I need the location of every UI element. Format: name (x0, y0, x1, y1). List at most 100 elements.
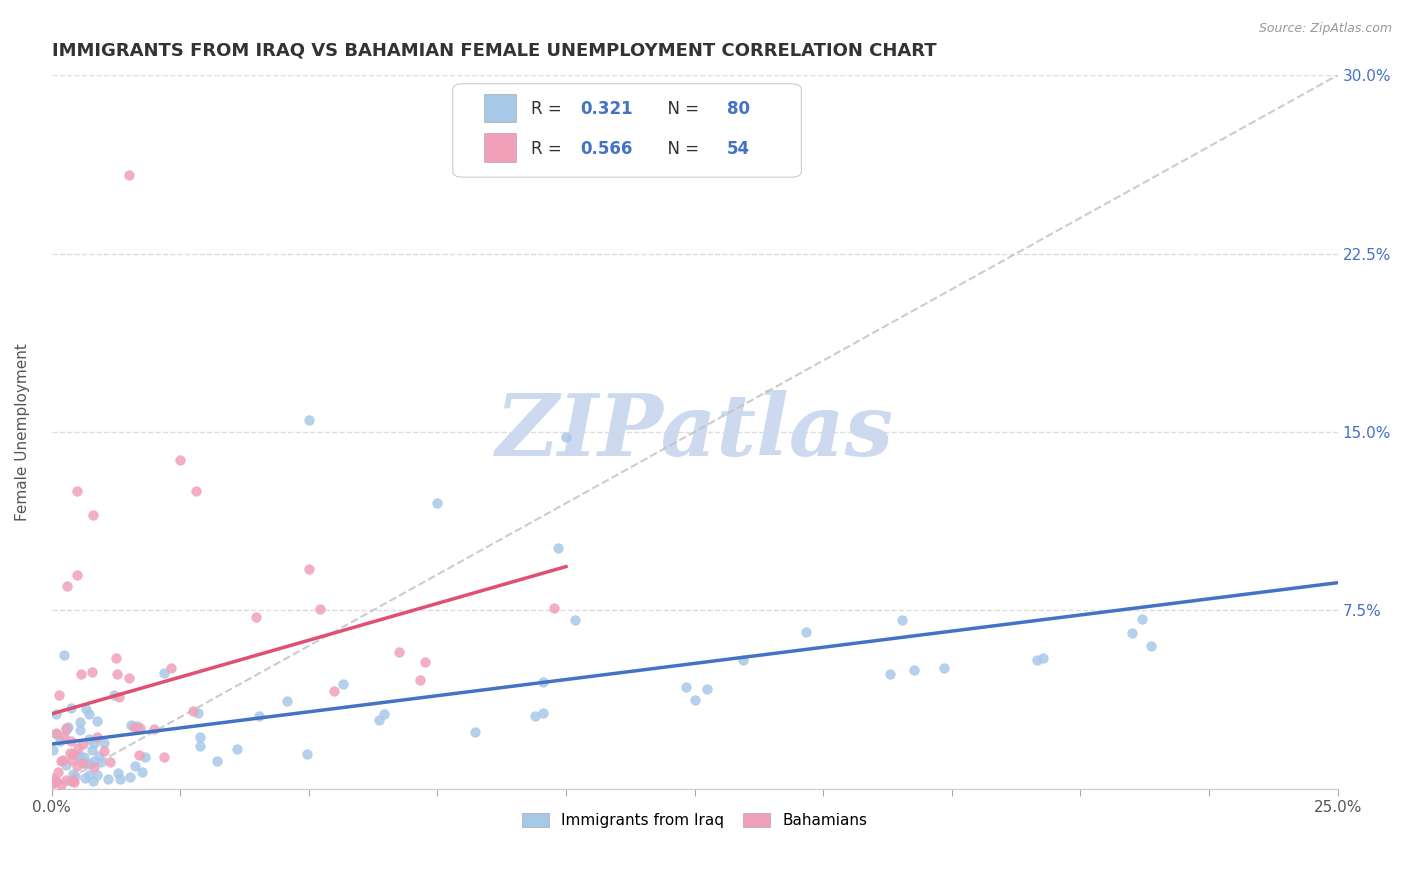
Point (98, 755, 121, 769)
Point (143, 723, 166, 737)
Point (45, 725, 67, 739)
Point (188, 739, 211, 754)
Point (879, 666, 901, 681)
Point (82, 774, 104, 789)
Y-axis label: Female Unemployment: Female Unemployment (15, 343, 30, 521)
Point (67, 747, 90, 762)
Point (1032, 651, 1054, 665)
Point (426, 496, 449, 510)
Point (60, 753, 83, 767)
Point (122, 720, 145, 734)
Text: 0.321: 0.321 (581, 101, 633, 119)
Point (169, 453, 191, 467)
Point (77, 767, 100, 781)
Text: 80: 80 (727, 101, 749, 119)
Point (42, 743, 65, 757)
Point (298, 413, 321, 427)
Point (120, 718, 142, 732)
Point (66, 484, 89, 499)
Point (184, 484, 207, 499)
Point (295, 747, 318, 762)
Point (332, 677, 354, 691)
Point (79, 757, 101, 772)
Point (83, 736, 105, 750)
Point (153, 749, 176, 764)
Point (42, 776, 65, 790)
Point (46, 765, 69, 780)
Point (80, 743, 103, 757)
Point (83, 754, 105, 768)
Point (118, 770, 141, 784)
Point (128, 747, 150, 762)
Point (675, 680, 697, 694)
Point (45, 774, 67, 789)
Point (696, 682, 718, 697)
Point (103, 688, 125, 702)
Point (108, 772, 131, 787)
Point (72, 738, 94, 752)
Text: N =: N = (657, 101, 704, 119)
Point (73, 756, 96, 771)
Point (309, 602, 332, 616)
Point (69, 750, 91, 764)
Point (105, 650, 128, 665)
Text: 0.566: 0.566 (581, 140, 633, 158)
Point (127, 719, 149, 733)
Point (124, 759, 146, 773)
Point (531, 706, 554, 720)
Point (531, 675, 554, 690)
Point (891, 613, 914, 627)
Text: N =: N = (657, 140, 704, 158)
Point (731, 653, 754, 667)
Text: R =: R = (531, 140, 572, 158)
Point (153, 665, 176, 680)
Text: 54: 54 (727, 140, 749, 158)
Point (72, 756, 94, 770)
Text: Source: ZipAtlas.com: Source: ZipAtlas.com (1258, 22, 1392, 36)
Point (45, 706, 67, 721)
Point (97, 772, 120, 786)
Point (66, 567, 89, 582)
Point (524, 709, 547, 723)
Point (464, 725, 486, 739)
Text: R =: R = (531, 101, 572, 119)
Point (75, 702, 97, 716)
Point (373, 706, 395, 721)
Point (70, 667, 93, 681)
FancyBboxPatch shape (484, 133, 516, 161)
Point (59, 734, 82, 748)
Point (118, 671, 141, 685)
Point (66, 741, 89, 756)
Point (86, 730, 108, 744)
Point (45, 774, 67, 789)
Point (118, 168, 141, 182)
Point (52, 752, 75, 766)
Point (183, 704, 205, 718)
Point (298, 562, 321, 576)
Point (86, 714, 108, 729)
Point (90, 756, 112, 770)
Point (1130, 612, 1153, 626)
Point (66, 759, 89, 773)
Point (53, 730, 76, 744)
Point (367, 713, 389, 727)
Point (128, 722, 150, 736)
Point (59, 701, 82, 715)
Point (555, 429, 578, 443)
Point (49, 734, 72, 748)
Point (83, 760, 105, 774)
Point (62, 747, 84, 761)
Point (79, 707, 101, 722)
Point (93, 736, 115, 750)
Point (276, 694, 298, 708)
Point (59, 746, 82, 760)
FancyBboxPatch shape (484, 94, 516, 122)
Point (1140, 639, 1163, 653)
Point (62, 772, 84, 787)
Point (683, 692, 706, 706)
Point (903, 663, 925, 677)
Point (62, 767, 84, 781)
Point (188, 730, 211, 744)
Point (93, 744, 115, 758)
Point (52, 648, 75, 662)
